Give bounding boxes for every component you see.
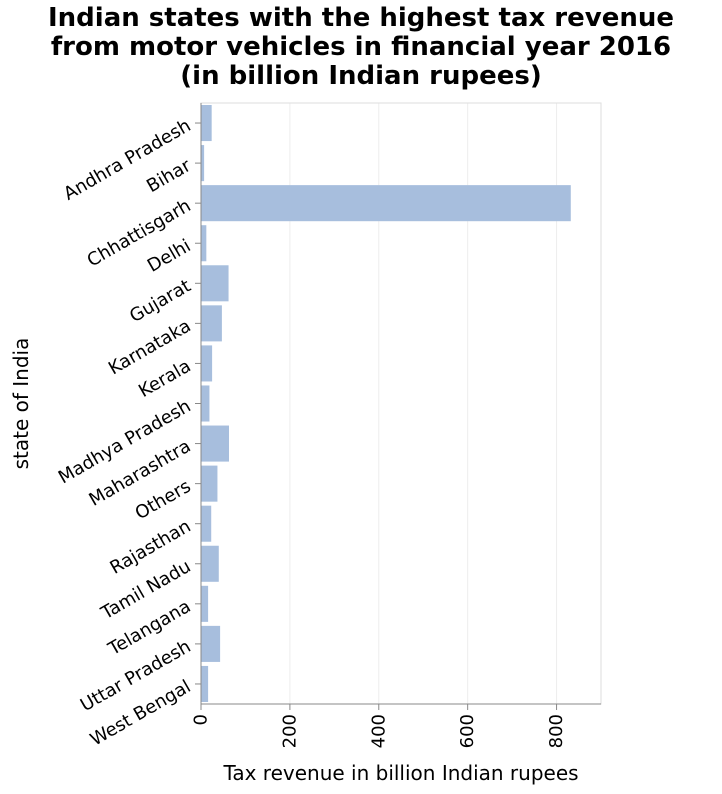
x-tick-label: 0	[191, 714, 212, 725]
bar	[201, 145, 205, 182]
x-tick-label: 600	[457, 714, 478, 748]
chart-title-line-1: Indian states with the highest tax reven…	[47, 3, 675, 33]
bar	[201, 185, 571, 222]
bar	[201, 105, 212, 142]
y-tick-label: Bihar	[143, 155, 195, 197]
bar	[201, 265, 229, 302]
bar	[201, 225, 207, 262]
chart-title-line-2: from motor vehicles in financial year 20…	[50, 32, 672, 62]
bar	[201, 465, 218, 502]
y-tick-label: Delhi	[144, 235, 195, 276]
x-axis-label: Tax revenue in billion Indian rupees	[222, 761, 578, 785]
bar	[201, 345, 213, 382]
bars	[201, 105, 571, 702]
x-tick-label: 800	[546, 714, 567, 748]
bar	[201, 545, 219, 582]
bar	[201, 665, 209, 702]
x-axis-ticks: 0 200 400 600 800	[191, 704, 567, 748]
x-tick-label: 400	[368, 714, 389, 748]
chart-title-line-3: (in billion Indian rupees)	[180, 61, 542, 91]
y-axis-ticks: Andhra PradeshBiharChhattisgarhDelhiGuja…	[55, 115, 201, 750]
x-tick-label: 200	[279, 714, 300, 748]
bar	[201, 625, 221, 662]
y-axis-label: state of India	[9, 338, 33, 470]
chart-title: Indian states with the highest tax reven…	[0, 4, 722, 91]
bar	[201, 505, 212, 542]
bar	[201, 305, 222, 342]
bar	[201, 585, 209, 622]
bar	[201, 425, 229, 462]
bar	[201, 385, 210, 422]
